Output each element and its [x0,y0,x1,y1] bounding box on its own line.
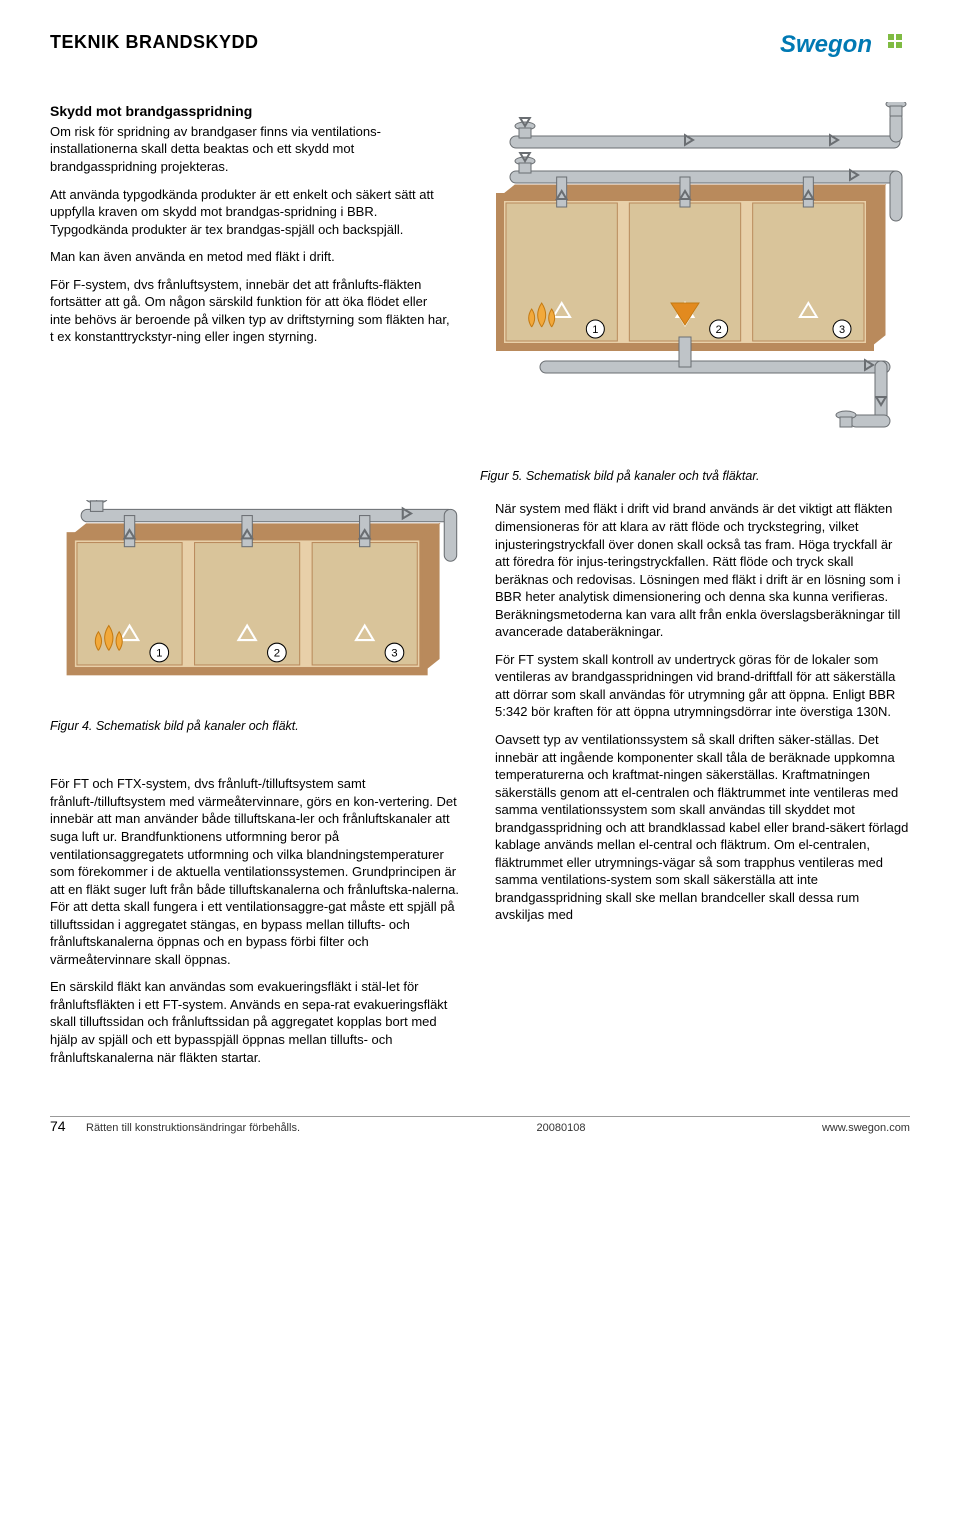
paragraph: Oavsett typ av ventilationssystem så ska… [495,731,910,924]
paragraph: För FT system skall kontroll av undertry… [495,651,910,721]
figure-4-schematic: 1 2 3 [50,500,465,708]
svg-text:2: 2 [716,324,722,336]
footer-center: 20080108 [537,1121,586,1136]
svg-text:1: 1 [156,648,162,660]
svg-text:1: 1 [592,324,598,336]
paragraph: För FT och FTX-system, dvs frånluft-/til… [50,775,465,968]
paragraph: För F-system, dvs frånluftsystem, innebä… [50,276,450,346]
section-title: TEKNIK BRANDSKYDD [50,30,259,54]
svg-text:3: 3 [839,324,845,336]
page-footer: 74 Rätten till konstruktionsändringar fö… [50,1116,910,1136]
footer-left: Rätten till konstruktionsändringar förbe… [86,1121,300,1136]
swegon-logo: Swegon [780,30,910,62]
paragraph: När system med fläkt i drift vid brand a… [495,500,910,640]
logo-text: Swegon [780,31,872,58]
paragraph: En särskild fläkt kan användas som evaku… [50,978,465,1066]
svg-text:2: 2 [274,648,280,660]
figure-5-caption: Figur 5. Schematisk bild på kanaler och … [480,468,910,485]
figure-5-schematic: 1 2 3 [480,102,910,432]
paragraph: Att använda typgodkända produkter är ett… [50,186,450,239]
footer-right: www.swegon.com [822,1121,910,1136]
paragraph: Om risk för spridning av brandgaser finn… [50,123,450,176]
subheading: Skydd mot brandgasspridning [50,102,450,121]
svg-text:3: 3 [391,648,397,660]
figure-4-caption: Figur 4. Schematisk bild på kanaler och … [50,718,465,735]
page-number: 74 [50,1117,86,1136]
paragraph: Man kan även använda en metod med fläkt … [50,248,450,266]
